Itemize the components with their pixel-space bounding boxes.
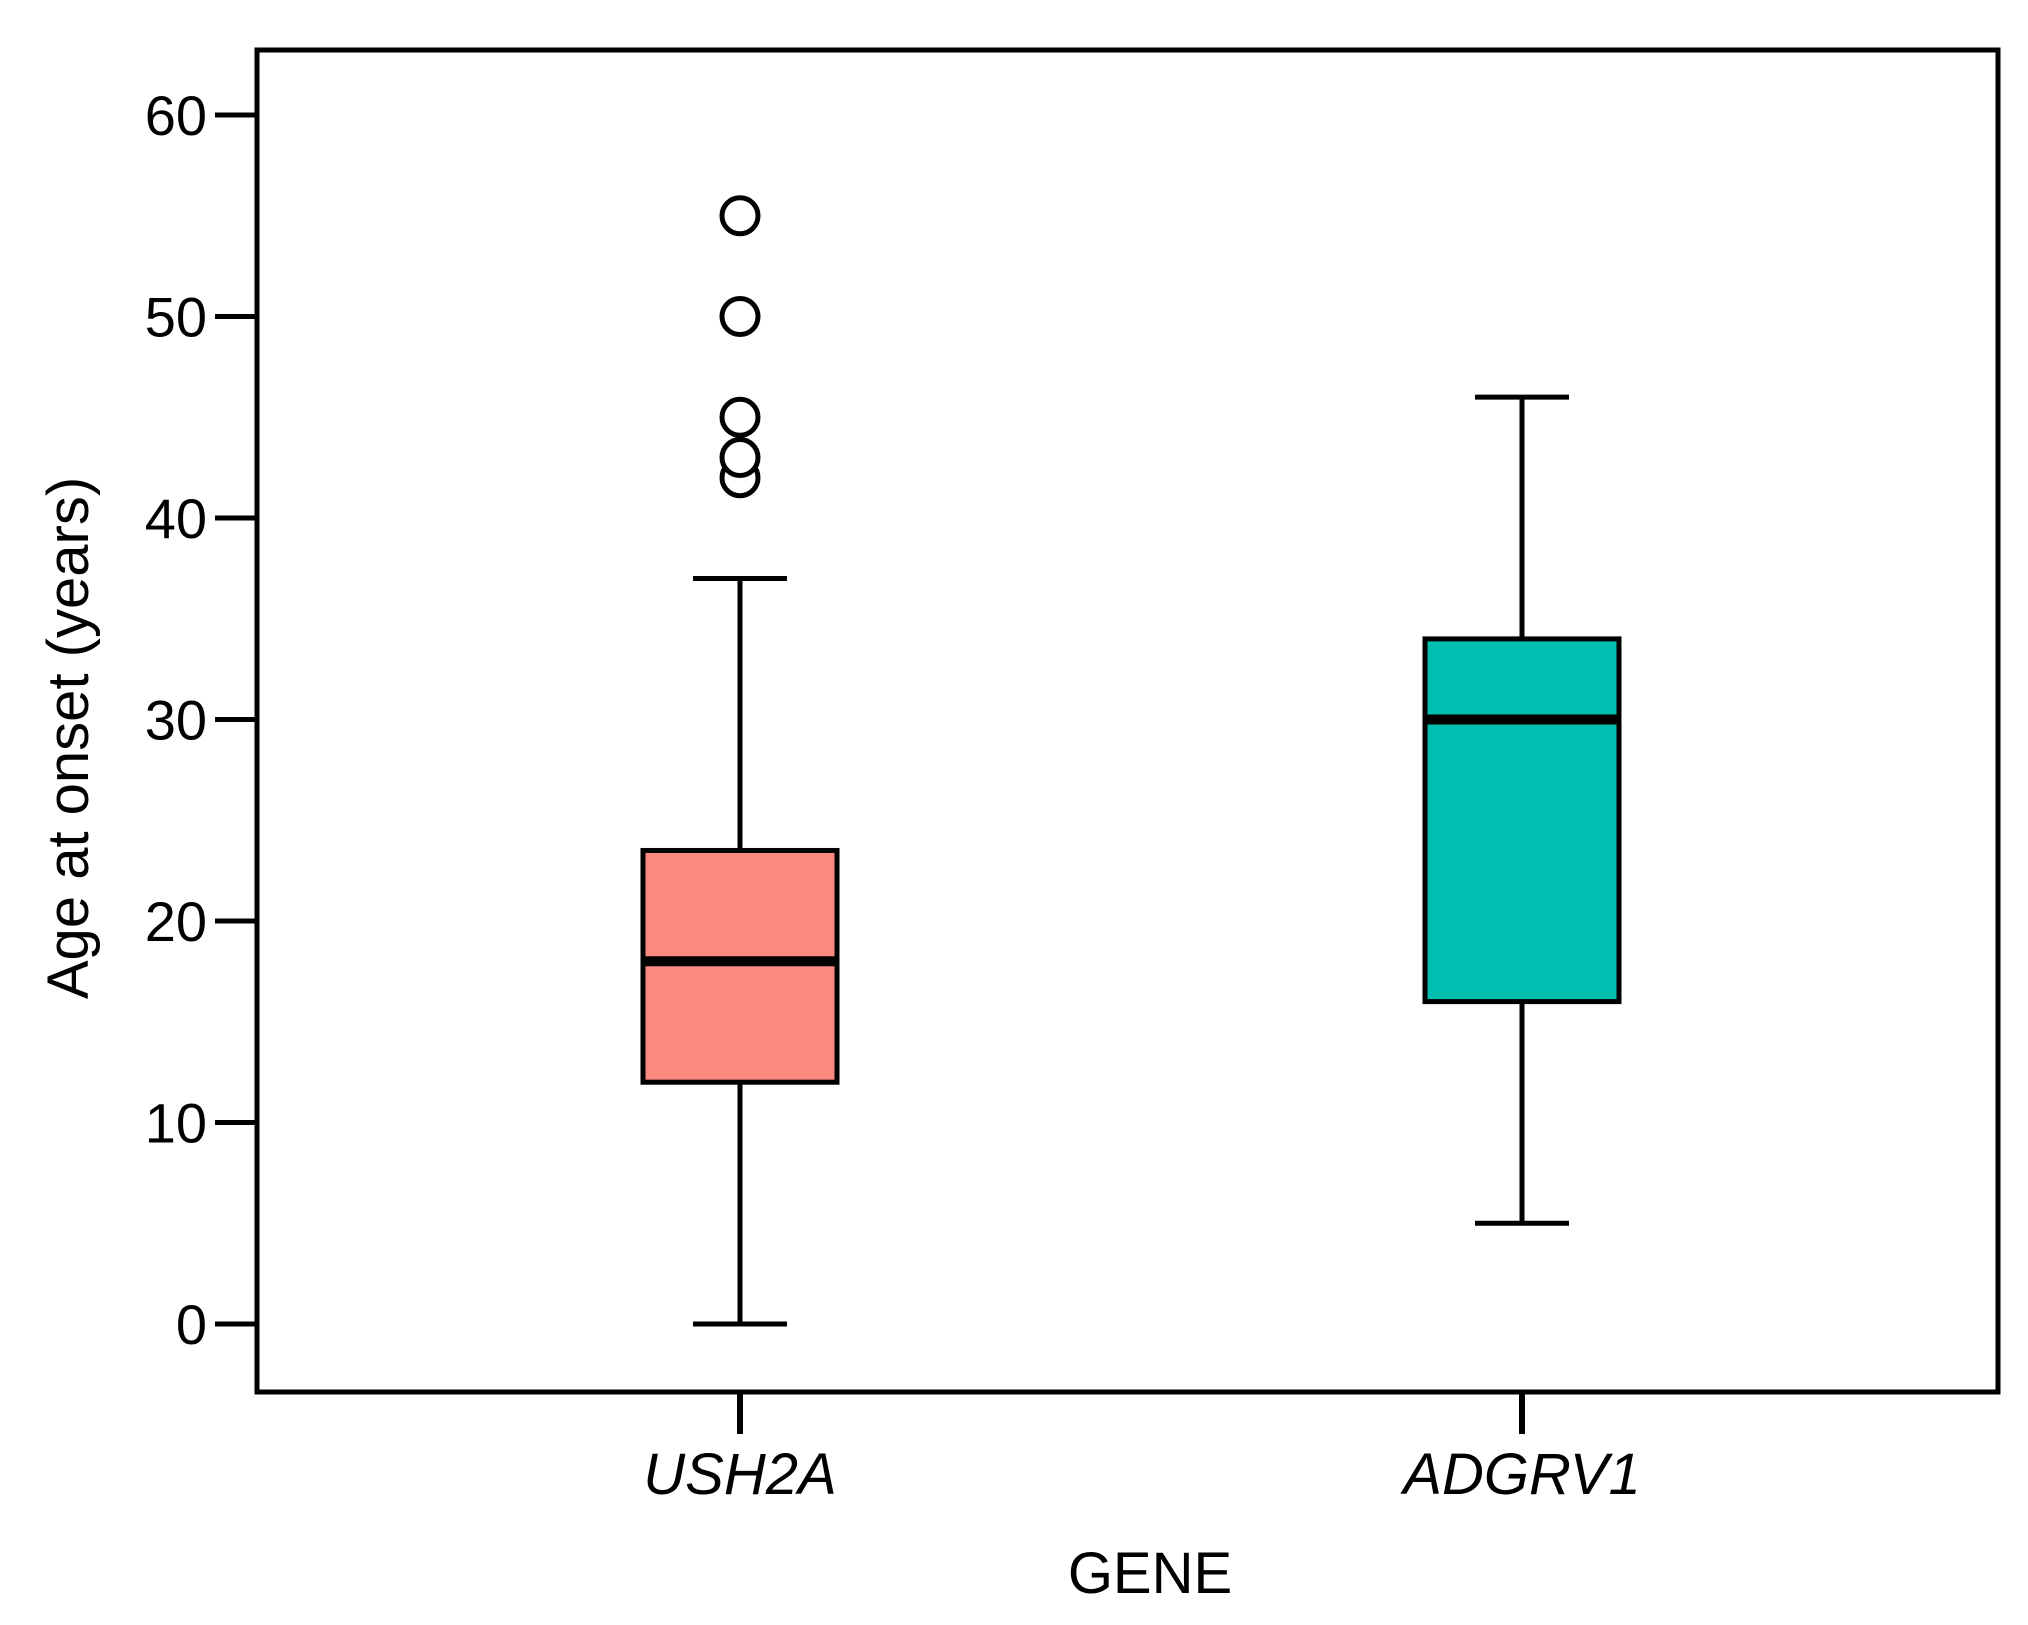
y-tick-label: 60 — [145, 84, 207, 147]
outlier-point — [719, 437, 761, 479]
outlier-point — [719, 195, 761, 237]
y-tick-label: 40 — [145, 487, 207, 550]
y-axis: 0 10 20 30 40 50 60 — [145, 84, 257, 1356]
y-tick-label: 20 — [145, 890, 207, 953]
box-group-adgrv1 — [1422, 394, 1622, 1226]
x-tick-label: ADGRV1 — [1400, 1442, 1640, 1507]
iqr-box — [1422, 636, 1622, 1005]
y-tick-label: 10 — [145, 1092, 207, 1155]
outlier-point — [719, 396, 761, 438]
box-group-ush2a — [640, 195, 840, 1327]
x-tick-label: USH2A — [643, 1442, 836, 1507]
y-tick-label: 50 — [145, 286, 207, 349]
outlier-point — [719, 296, 761, 337]
y-tick-label: 0 — [176, 1293, 207, 1356]
y-tick-label: 30 — [145, 689, 207, 752]
iqr-box — [640, 847, 840, 1085]
x-axis-title: GENE — [1068, 1541, 1232, 1606]
plot-frame — [254, 47, 2001, 1395]
x-axis: USH2A ADGRV1 — [643, 1392, 1641, 1507]
y-axis-title: Age at onset (years) — [36, 477, 101, 999]
box-plots — [640, 195, 1622, 1327]
